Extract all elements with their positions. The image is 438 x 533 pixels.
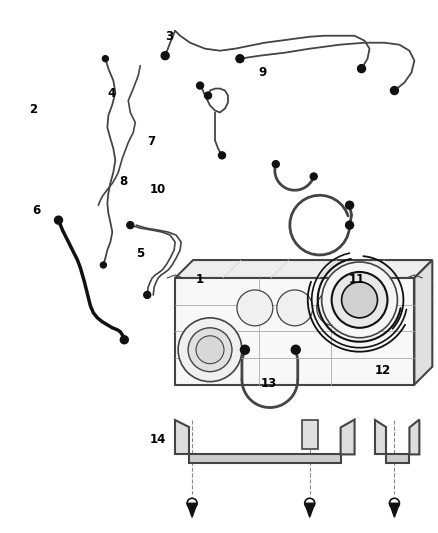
Circle shape [321,262,397,338]
Polygon shape [305,503,314,517]
Text: 4: 4 [108,87,116,100]
Circle shape [102,55,108,62]
Polygon shape [302,419,318,449]
Text: 2: 2 [29,103,38,116]
Circle shape [291,345,300,354]
Text: 10: 10 [150,183,166,196]
Circle shape [100,262,106,268]
Circle shape [144,292,151,298]
Circle shape [342,282,378,318]
Circle shape [237,290,273,326]
Text: 14: 14 [150,433,166,446]
Text: 7: 7 [147,135,155,148]
Circle shape [389,498,399,508]
Circle shape [317,290,353,326]
Polygon shape [374,419,386,455]
Circle shape [305,498,314,508]
Polygon shape [341,419,355,455]
Circle shape [346,201,353,209]
Text: 5: 5 [136,247,145,260]
Text: 8: 8 [119,175,127,188]
Circle shape [240,345,249,354]
Circle shape [332,272,388,328]
Polygon shape [386,455,410,463]
Circle shape [187,498,197,508]
Polygon shape [187,503,197,517]
Polygon shape [389,503,399,517]
Circle shape [272,160,279,168]
Circle shape [236,55,244,63]
Polygon shape [414,260,432,385]
Text: 9: 9 [258,66,267,79]
Circle shape [196,336,224,364]
Circle shape [178,318,242,382]
Text: 1: 1 [195,273,203,286]
Polygon shape [410,419,419,455]
Text: 11: 11 [348,273,365,286]
Text: 13: 13 [261,377,277,390]
Circle shape [120,336,128,344]
Circle shape [390,86,399,94]
Circle shape [205,92,212,99]
Circle shape [277,290,313,326]
Polygon shape [175,278,414,385]
Polygon shape [175,419,189,455]
Circle shape [161,52,169,60]
Polygon shape [189,455,341,463]
Text: 12: 12 [374,364,391,377]
Circle shape [127,222,134,229]
Circle shape [310,173,317,180]
Circle shape [346,221,353,229]
Text: 3: 3 [165,30,173,44]
Circle shape [219,152,226,159]
Text: 6: 6 [32,204,41,217]
Circle shape [357,64,366,72]
Circle shape [197,82,204,89]
Circle shape [54,216,63,224]
Polygon shape [175,260,432,278]
Circle shape [188,328,232,372]
